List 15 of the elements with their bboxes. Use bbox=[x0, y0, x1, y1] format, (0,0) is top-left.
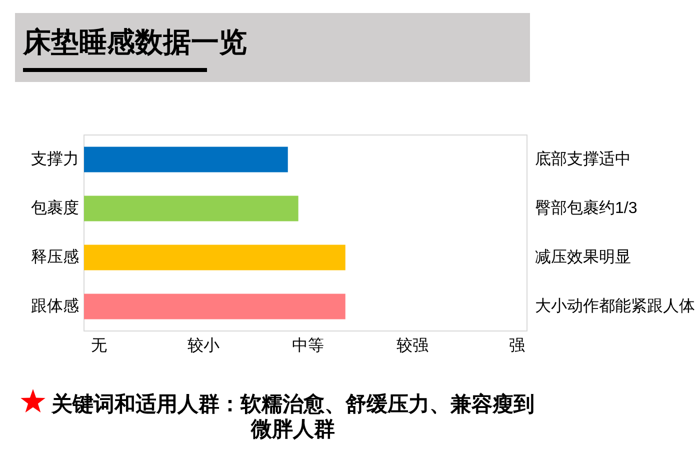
y-tick-label: 释压感 bbox=[31, 248, 79, 266]
y-tick-label: 包裹度 bbox=[31, 199, 79, 217]
text: 较小 bbox=[188, 336, 220, 354]
text: 中等 bbox=[292, 336, 324, 354]
y-tick-label: 支撑力 bbox=[31, 150, 79, 168]
y2-tick-label: 大小动作都能紧跟人体 bbox=[535, 297, 695, 315]
text: 无 bbox=[91, 338, 107, 354]
y2-tick-label: 底部支撑适中 bbox=[535, 150, 631, 168]
text: 关键词和适用人群：软糯治愈、舒缓压力、兼容瘦到微胖人群 bbox=[50, 392, 536, 442]
y2-tick-label: 减压效果明显 bbox=[535, 248, 631, 266]
text: 较强 bbox=[396, 336, 428, 354]
text: 强 bbox=[509, 338, 525, 354]
y-tick-label: 跟体感 bbox=[31, 297, 79, 315]
y2-tick-label: 臀部包裹约1/3 bbox=[535, 199, 638, 217]
chart-title: 床垫睡感数据一览 bbox=[22, 26, 247, 58]
